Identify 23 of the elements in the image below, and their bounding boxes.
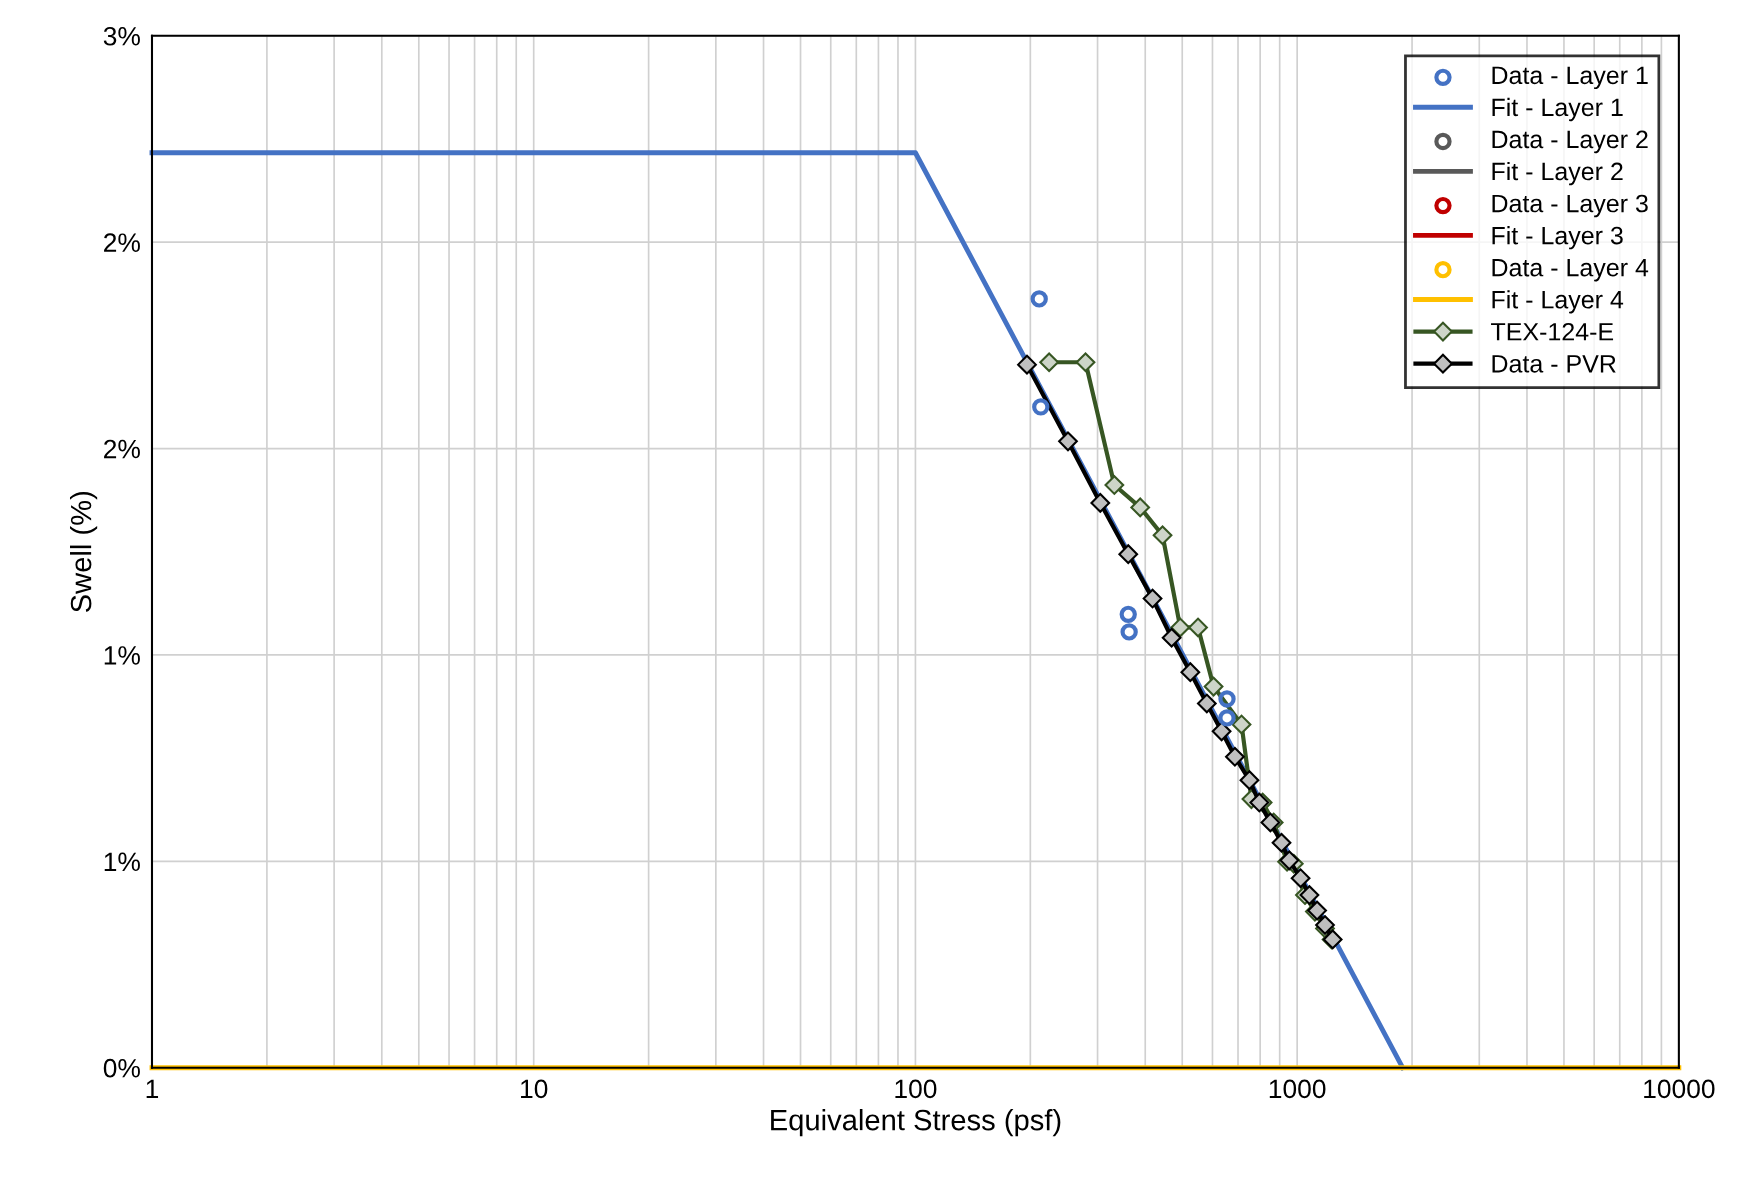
legend-label: Data - Layer 2 bbox=[1492, 130, 1648, 154]
x-tick-label: 10 bbox=[521, 1079, 548, 1099]
y-tick-label: 0% bbox=[103, 1058, 140, 1078]
legend-label: Fit - Layer 2 bbox=[1492, 161, 1623, 186]
x-tick-label: 10000 bbox=[1644, 1079, 1715, 1099]
y-axis-title: Swell (%) bbox=[69, 491, 98, 613]
legend-label: Fit - Layer 4 bbox=[1492, 290, 1624, 314]
legend-label: Data - PVR bbox=[1492, 355, 1616, 373]
y-tick-label: 2% bbox=[104, 439, 140, 459]
x-tick-label: 100 bbox=[895, 1079, 937, 1099]
legend-label: TEX-124-E bbox=[1491, 322, 1614, 341]
y-tick-label: 1% bbox=[104, 852, 140, 872]
y-tick-label: 2% bbox=[104, 233, 140, 252]
legend-label: Data - Layer 3 bbox=[1492, 194, 1648, 218]
y-tick-label: 3% bbox=[103, 26, 140, 46]
legend-label: Fit - Layer 1 bbox=[1492, 97, 1623, 122]
legend-label: Data - Layer 1 bbox=[1492, 66, 1648, 90]
x-tick-label: 1 bbox=[146, 1079, 159, 1098]
legend-label: Fit - Layer 3 bbox=[1492, 226, 1623, 250]
legend-label: Data - Layer 4 bbox=[1492, 259, 1649, 282]
x-axis-title: Equivalent Stress (psf) bbox=[771, 1109, 1061, 1137]
x-tick-label: 1000 bbox=[1269, 1079, 1326, 1099]
y-tick-label: 1% bbox=[104, 646, 140, 665]
